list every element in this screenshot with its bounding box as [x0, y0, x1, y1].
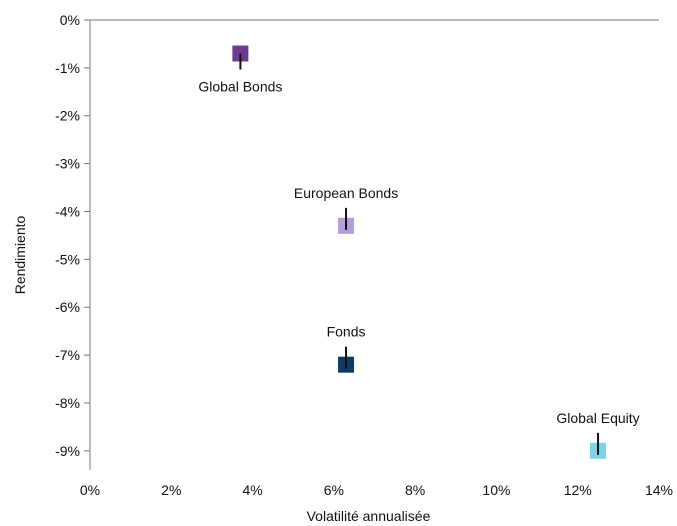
y-tick-label: -8%: [55, 395, 80, 411]
x-ticks: 0% 2% 4% 6% 8% 10% 12% 14%: [80, 482, 673, 498]
x-axis-title: Volatilité annualisée: [307, 508, 431, 524]
y-ticks: 0% -1% -2% -3% -4% -5% -6% -7% -8% -9%: [55, 12, 90, 459]
data-point-label: Global Equity: [556, 410, 639, 426]
data-point-group: Fonds: [327, 324, 366, 373]
y-tick-label: -9%: [55, 443, 80, 459]
y-tick-label: -1%: [55, 60, 80, 76]
data-point-label: Global Bonds: [198, 79, 282, 95]
y-tick-label: -5%: [55, 251, 80, 267]
x-tick-label: 12%: [564, 482, 592, 498]
x-tick-label: 4%: [242, 482, 262, 498]
y-tick-label: -7%: [55, 347, 80, 363]
x-tick-label: 0%: [80, 482, 100, 498]
x-tick-label: 2%: [161, 482, 181, 498]
y-tick-label: -6%: [55, 299, 80, 315]
axes: [89, 19, 659, 470]
x-tick-label: 6%: [324, 482, 344, 498]
y-tick-label: -4%: [55, 203, 80, 219]
data-point-group: Global Equity: [556, 410, 640, 459]
x-tick-label: 14%: [645, 482, 673, 498]
data-point-group: European Bonds: [294, 185, 398, 234]
y-tick-label: -3%: [55, 156, 80, 172]
y-tick-label: 0%: [60, 12, 80, 28]
x-tick-label: 8%: [405, 482, 425, 498]
x-tick-label: 10%: [482, 482, 510, 498]
data-point-group: Global Bonds: [198, 45, 282, 95]
data-point-label: Fonds: [327, 324, 366, 340]
y-axis-title: Rendimiento: [12, 215, 28, 294]
data-points: Global Bonds European Bonds Fonds Global Eq…: [198, 45, 640, 459]
data-point-label: European Bonds: [294, 185, 398, 201]
y-tick-label: -2%: [55, 108, 80, 124]
